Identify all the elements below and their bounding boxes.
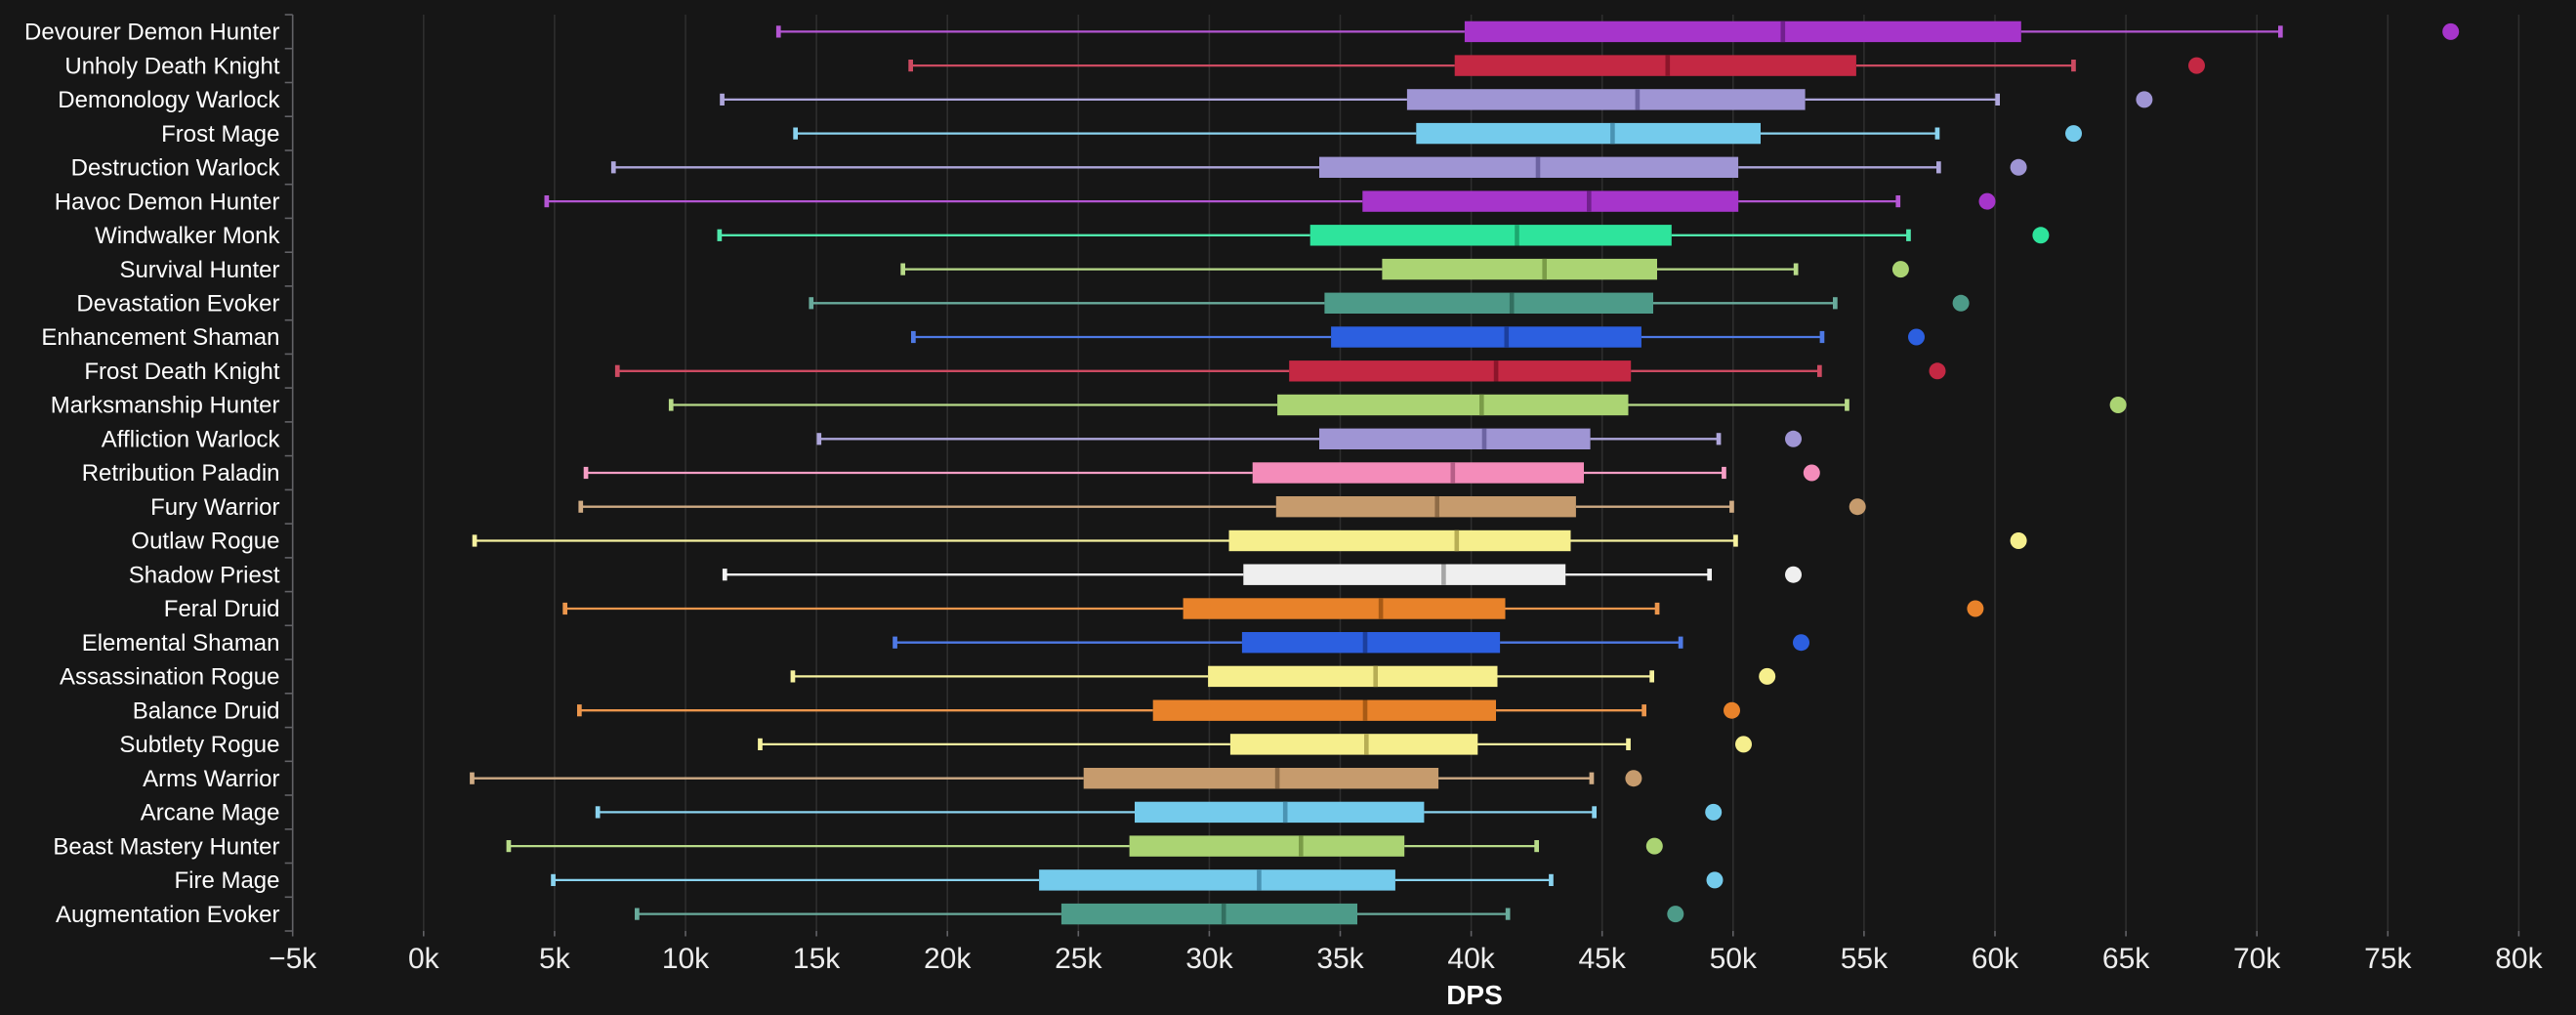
svg-text:Arms Warrior: Arms Warrior [143,766,279,792]
svg-text:Survival Hunter: Survival Hunter [119,257,279,283]
svg-text:Destruction Warlock: Destruction Warlock [71,155,281,182]
svg-text:Arcane Mage: Arcane Mage [141,800,280,826]
svg-text:20k: 20k [924,943,972,975]
svg-text:Fury Warrior: Fury Warrior [150,494,279,521]
svg-text:50k: 50k [1710,943,1758,975]
svg-text:Outlaw Rogue: Outlaw Rogue [131,529,279,555]
svg-text:Retribution Paladin: Retribution Paladin [82,460,280,486]
svg-text:10k: 10k [662,943,710,975]
svg-text:Augmentation Evoker: Augmentation Evoker [56,902,279,928]
svg-text:35k: 35k [1316,943,1364,975]
svg-text:Enhancement Shaman: Enhancement Shaman [41,324,279,351]
svg-text:60k: 60k [1972,943,2019,975]
svg-text:25k: 25k [1055,943,1102,975]
svg-text:Affliction Warlock: Affliction Warlock [102,427,281,453]
svg-text:Frost Mage: Frost Mage [161,121,279,148]
svg-text:Frost Death Knight: Frost Death Knight [84,359,279,385]
svg-text:Fire Mage: Fire Mage [174,867,279,894]
svg-text:Devourer Demon Hunter: Devourer Demon Hunter [24,20,279,46]
svg-text:DPS: DPS [1446,980,1503,1010]
svg-text:75k: 75k [2364,943,2412,975]
svg-text:Demonology Warlock: Demonology Warlock [58,87,280,113]
svg-text:0k: 0k [408,943,440,975]
svg-text:Windwalker Monk: Windwalker Monk [95,223,280,249]
svg-text:Subtlety Rogue: Subtlety Rogue [119,732,279,758]
svg-text:65k: 65k [2102,943,2150,975]
svg-text:Marksmanship Hunter: Marksmanship Hunter [51,393,280,419]
svg-text:80k: 80k [2495,943,2543,975]
svg-text:Balance Druid: Balance Druid [133,698,280,724]
svg-text:Feral Druid: Feral Druid [164,596,280,622]
svg-text:40k: 40k [1447,943,1495,975]
svg-text:70k: 70k [2233,943,2281,975]
svg-text:30k: 30k [1185,943,1233,975]
svg-text:Beast Mastery Hunter: Beast Mastery Hunter [53,833,279,860]
svg-text:15k: 15k [793,943,841,975]
svg-text:Shadow Priest: Shadow Priest [129,562,280,588]
svg-text:5k: 5k [539,943,571,975]
svg-text:Unholy Death Knight: Unholy Death Knight [64,53,279,79]
svg-text:Assassination Rogue: Assassination Rogue [60,664,279,691]
svg-text:55k: 55k [1841,943,1889,975]
svg-text:−5k: −5k [269,943,317,975]
svg-text:Elemental Shaman: Elemental Shaman [82,630,280,656]
svg-text:Devastation Evoker: Devastation Evoker [76,291,279,317]
svg-text:45k: 45k [1579,943,1627,975]
svg-text:Havoc Demon Hunter: Havoc Demon Hunter [55,189,280,215]
